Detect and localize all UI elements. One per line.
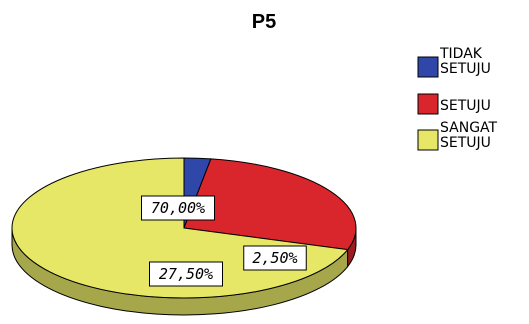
data-label-sangat-setuju: 70,00% — [141, 195, 215, 221]
pie-slice-setuju — [183, 158, 357, 251]
chart-title: P5 — [252, 11, 276, 33]
legend: TIDAK SETUJU SETUJU SANGAT SETUJU — [417, 46, 502, 151]
legend-label-sangat-setuju-line1: SANGAT — [440, 120, 498, 136]
legend-label-setuju-line1: SETUJU — [440, 98, 491, 114]
legend-label-tidak-setuju-line2: SETUJU — [440, 61, 491, 77]
data-label-box-sangat-setuju — [141, 195, 215, 221]
svg-text:SETUJU: SETUJU — [440, 98, 491, 114]
data-label-box-setuju — [149, 261, 223, 287]
data-label-box-tidak-setuju — [243, 245, 307, 271]
data-labels: 2,50% 27,50% 70,00% — [141, 195, 307, 287]
legend-label-sangat-setuju-line2: SETUJU — [440, 135, 491, 151]
legend-item-sangat-setuju: SANGAT SETUJU — [417, 120, 502, 151]
legend-item-setuju: SETUJU — [417, 93, 491, 115]
data-label-text-setuju: 27,50% — [159, 265, 213, 283]
legend-swatch-sangat-setuju — [417, 129, 439, 151]
data-label-setuju: 27,50% — [149, 261, 223, 287]
data-label-tidak-setuju: 2,50% — [243, 245, 307, 271]
data-label-text-sangat-setuju: 70,00% — [151, 199, 205, 217]
legend-item-tidak-setuju: TIDAK SETUJU — [417, 46, 491, 78]
legend-label-tidak-setuju-line1: TIDAK — [439, 46, 483, 62]
legend-swatch-tidak-setuju — [417, 56, 439, 78]
svg-text:SANGAT SETUJU: SANGAT SETUJU — [440, 120, 502, 151]
svg-text:TIDAK SETUJU: TIDAK SETUJU — [439, 46, 491, 77]
data-label-text-tidak-setuju: 2,50% — [252, 249, 297, 267]
pie-group — [11, 157, 357, 316]
legend-swatch-setuju — [417, 93, 439, 115]
